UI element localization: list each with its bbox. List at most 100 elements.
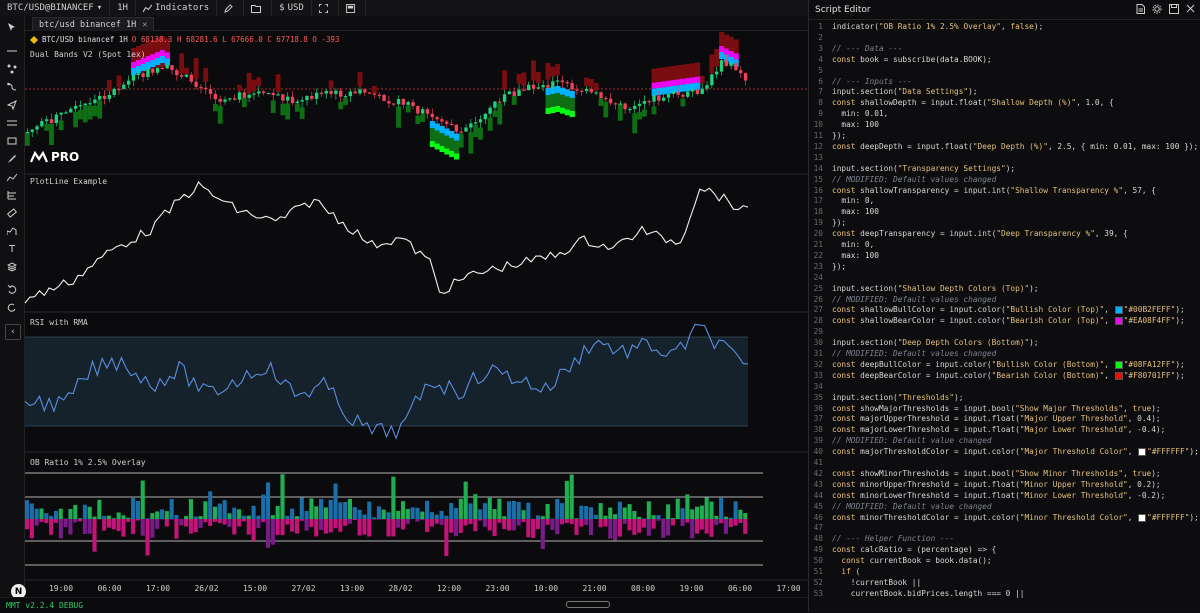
code-line[interactable]: const shallowBearColor = input.color("Be… xyxy=(832,316,1185,325)
code-line[interactable]: max: 100 xyxy=(832,251,879,260)
code-line[interactable]: // MODIFIED: Default value changed xyxy=(832,436,992,445)
ob-bar-bull xyxy=(194,516,198,519)
code-line[interactable]: }); xyxy=(832,262,846,271)
ob-bar-bull xyxy=(25,500,29,519)
code-line[interactable]: const showMajorThresholds = input.bool("… xyxy=(832,404,1161,413)
ob-bar-bear xyxy=(444,519,448,556)
depth-band-segment xyxy=(565,89,570,96)
bear-band-block xyxy=(179,53,184,73)
code-line[interactable]: const deepTransparency = input.int("Deep… xyxy=(832,229,1128,238)
code-line[interactable]: // MODIFIED: Default value changed xyxy=(832,502,992,511)
code-line[interactable]: // MODIFIED: Default values changed xyxy=(832,349,996,358)
code-line[interactable]: !currentBook || xyxy=(832,578,921,587)
depth-band-segment xyxy=(560,108,565,114)
bear-band-block xyxy=(714,49,719,67)
ob-bar-bear xyxy=(64,519,68,527)
code-line[interactable]: const book = subscribe(data.BOOK); xyxy=(832,55,992,64)
candle-body xyxy=(26,132,29,133)
code-line[interactable]: input.section("Transparency Settings"); xyxy=(832,164,1015,173)
ob-bar-bear xyxy=(358,519,362,536)
ob-bar-bear xyxy=(300,519,304,521)
document-icon[interactable] xyxy=(1136,4,1145,14)
candle-body xyxy=(267,93,270,94)
timeline-scroll-handle[interactable] xyxy=(566,601,610,608)
ob-bar-bear xyxy=(319,519,323,530)
code-line[interactable]: // --- Helper Function --- xyxy=(832,534,954,543)
candle-body xyxy=(387,101,390,103)
code-line[interactable]: const shallowTransparency = input.int("S… xyxy=(832,186,1156,195)
code-line[interactable]: }); xyxy=(832,131,846,140)
candle-body xyxy=(156,68,159,73)
ob-bar-bear xyxy=(68,519,72,535)
code-line[interactable]: if ( xyxy=(832,567,860,576)
code-line[interactable]: const deepDepth = input.float("Deep Dept… xyxy=(832,142,1198,151)
depth-band-segment xyxy=(160,50,165,56)
ob-bar-bull xyxy=(92,517,96,519)
ob-bar-bull xyxy=(285,516,289,519)
gear-icon[interactable] xyxy=(1152,4,1162,14)
time-axis-label: 06:00 xyxy=(728,584,752,593)
code-line[interactable]: const majorUpperThreshold = input.float(… xyxy=(832,414,1161,423)
depth-band-segment xyxy=(661,87,666,94)
candle-body xyxy=(594,92,597,93)
candle-body xyxy=(194,82,197,87)
code-line[interactable]: currentBook.bidPrices.length === 0 || xyxy=(832,589,1024,598)
code-line[interactable]: max: 100 xyxy=(832,207,879,216)
code-line[interactable]: const shallowDepth = input.float("Shallo… xyxy=(832,98,1114,107)
ob-bar-bull xyxy=(73,505,77,519)
ob-bar-bear xyxy=(435,519,439,524)
ob-bar-bull xyxy=(382,510,386,519)
code-line[interactable]: const majorLowerThreshold = input.float(… xyxy=(832,425,1165,434)
ob-bar-bull xyxy=(184,516,188,519)
bull-band-block xyxy=(78,110,83,120)
code-line[interactable]: input.section("Shallow Depth Colors (Top… xyxy=(832,284,1039,293)
code-line[interactable]: const shallowBullColor = input.color("Bu… xyxy=(832,305,1185,314)
bull-band-block xyxy=(83,105,88,122)
bull-band-block xyxy=(280,104,285,116)
ob-bar-bull xyxy=(709,502,713,519)
chart-canvas[interactable] xyxy=(0,0,808,600)
ob-bar-bull xyxy=(150,513,154,519)
code-line[interactable]: input.section("Thresholds"); xyxy=(832,393,963,402)
code-line[interactable]: const deepBullColor = input.color("Bulli… xyxy=(832,360,1185,369)
code-line[interactable]: const calcRatio = (percentage) => { xyxy=(832,545,996,554)
candle-body xyxy=(513,91,516,96)
code-line[interactable]: const deepBearColor = input.color("Beari… xyxy=(832,371,1185,380)
code-line[interactable]: // MODIFIED: Default values changed xyxy=(832,295,996,304)
depth-band-segment xyxy=(146,56,151,62)
code-line[interactable]: min: 0, xyxy=(832,240,874,249)
save-icon[interactable] xyxy=(1169,4,1179,14)
depth-band-segment xyxy=(435,124,440,131)
line-number: 41 xyxy=(809,458,823,467)
ob-bar-bull xyxy=(613,514,617,519)
code-line[interactable]: const majorThresholdColor = input.color(… xyxy=(832,447,1199,456)
code-line[interactable]: // --- Data --- xyxy=(832,44,902,53)
bull-band-block xyxy=(459,134,464,148)
ob-bar-bear xyxy=(146,519,150,555)
code-line[interactable]: // MODIFIED: Default values changed xyxy=(832,175,996,184)
code-line[interactable]: input.section("Data Settings"); xyxy=(832,87,978,96)
code-line[interactable]: min: 0, xyxy=(832,196,874,205)
bull-band-block xyxy=(49,124,54,145)
code-line[interactable]: }); xyxy=(832,218,846,227)
code-line[interactable]: const minorLowerThreshold = input.float(… xyxy=(832,491,1165,500)
code-line[interactable]: // --- Inputs --- xyxy=(832,77,912,86)
code-line[interactable]: const minorThresholdColor = input.color(… xyxy=(832,513,1199,522)
code-line[interactable]: const minorUpperThreshold = input.float(… xyxy=(832,480,1161,489)
code-line[interactable]: min: 0.01, xyxy=(832,109,888,118)
rsi-pane-label[interactable]: RSI with RMA xyxy=(30,318,88,327)
depth-band-segment xyxy=(435,144,440,150)
close-icon[interactable] xyxy=(1186,4,1195,13)
code-line[interactable]: indicator("OB Ratio 1% 2.5% Overlay", fa… xyxy=(832,22,1043,31)
code-line[interactable]: const currentBook = book.data(); xyxy=(832,556,992,565)
ob-bar-bull xyxy=(705,498,709,519)
ob-pane-label[interactable]: OB Ratio 1% 2.5% Overlay xyxy=(30,458,146,467)
main-pane-label[interactable]: Dual Bands V2 (Spot 1ex) xyxy=(30,50,146,59)
code-line[interactable]: input.section("Deep Depth Colors (Bottom… xyxy=(832,338,1039,347)
code-line[interactable]: const showMinorThresholds = input.bool("… xyxy=(832,469,1161,478)
plotline-pane-label[interactable]: PlotLine Example xyxy=(30,177,107,186)
line-number: 22 xyxy=(809,251,823,260)
code-line[interactable]: max: 100 xyxy=(832,120,879,129)
